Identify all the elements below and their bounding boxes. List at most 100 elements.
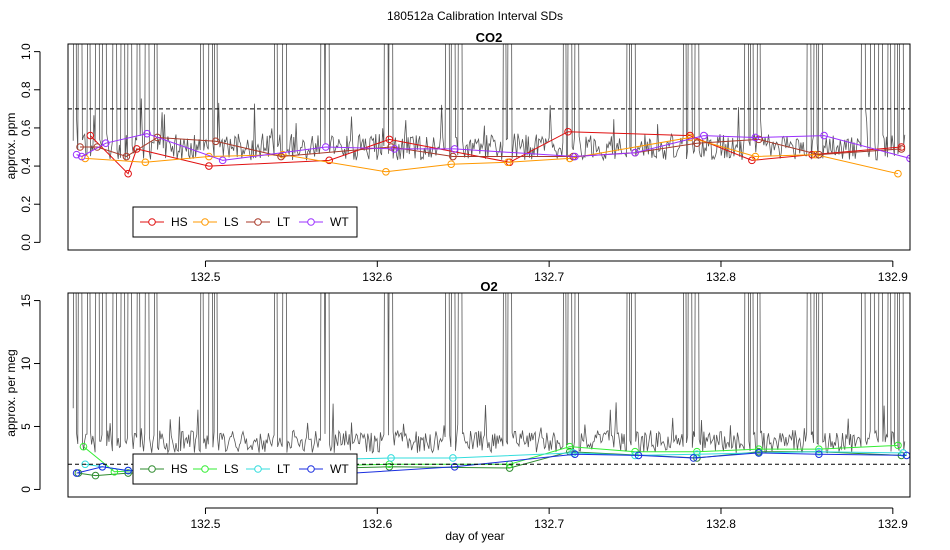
co2-series-wt-point	[321, 143, 330, 151]
o2-series-wt-point	[124, 466, 132, 475]
co2-series-wt-point	[143, 129, 151, 138]
o2-series-ls-point	[815, 445, 823, 453]
co2-series-wt-point	[699, 131, 708, 140]
co2-series-ls-point	[751, 152, 760, 161]
co2-series-lt-point	[93, 143, 102, 151]
o2-y-axis-label: approx. per meg	[4, 349, 18, 436]
co2-series-hs-point	[564, 127, 572, 136]
co2-series-wt-point	[751, 133, 760, 142]
o2-plot-frame	[67, 292, 911, 498]
co2-y-tick-label: 0.6	[19, 119, 33, 136]
o2-series-ls-point	[894, 441, 902, 450]
o2-legend-hs-label: HS	[171, 462, 188, 476]
o2-y-tick-label: 0	[19, 486, 33, 493]
o2-series-hs-point	[385, 462, 394, 471]
co2-panel-title: CO2	[476, 30, 503, 45]
co2-series-ls-point	[278, 150, 287, 159]
co2-series-lt-point	[815, 150, 823, 159]
co2-series-wt-point	[906, 154, 910, 163]
o2-series-ls-point	[79, 442, 88, 451]
co2-x-tick-label: 132.7	[534, 270, 564, 284]
o2-legend-hs-swatch-marker	[148, 465, 156, 473]
o2-y-tick-label: 10	[19, 357, 33, 371]
o2-x-tick-label: 132.8	[706, 517, 736, 531]
co2-series-wt-point	[72, 150, 81, 159]
o2-legend: HS LS LT WT	[132, 453, 358, 485]
o2-series-ls-point	[565, 442, 574, 451]
o2-x-tick-label: 132.5	[190, 517, 220, 531]
co2-legend-wt-swatch-marker	[307, 218, 315, 226]
co2-x-tick-label: 132.9	[878, 270, 908, 284]
co2-series-wt-point	[450, 145, 459, 153]
o2-series-wt-point	[450, 462, 459, 471]
o2-series-ls-point	[693, 447, 701, 456]
co2-y-tick-label: 0.2	[19, 196, 33, 213]
co2-series-lt-point	[693, 139, 701, 147]
co2-series-ls-line	[85, 136, 899, 175]
o2-x-tick-label: 132.9	[878, 517, 908, 531]
co2-series-lt-point	[153, 133, 162, 142]
co2-series-lt-point	[76, 143, 84, 151]
co2-legend-ls-label: LS	[224, 215, 239, 229]
co2-y-tick-label: 0.8	[19, 81, 33, 98]
co2-series-ls-point	[504, 158, 512, 167]
o2-legend-lt-label: LT	[277, 462, 291, 476]
o2-series-lt-point	[815, 447, 823, 456]
co2-series-wt-point	[390, 145, 399, 153]
o2-legend-wt-label: WT	[330, 462, 349, 476]
co2-legend-lt-label: LT	[277, 215, 291, 229]
co2-legend-hs-label: HS	[171, 215, 188, 229]
o2-series-wt-point	[634, 451, 643, 460]
o2-legend-box	[132, 453, 358, 485]
co2-plot-area	[72, 44, 910, 178]
o2-series-lt-point	[387, 454, 395, 462]
co2-series-wt-point	[631, 148, 639, 157]
co2-series-wt-line	[76, 133, 910, 161]
co2-series-hs-point	[897, 143, 906, 151]
o2-series-wt-point	[689, 454, 698, 462]
co2-panel: CO2 approx. ppm 0.0 0.2 0.4 0.6 0.8 1.0 132.5 1…	[4, 30, 911, 284]
o2-x-tick-label: 132.7	[534, 517, 564, 531]
o2-x-tick-label: 132.6	[362, 517, 392, 531]
co2-series-hs-point	[124, 169, 132, 178]
x-axis-label: day of year	[445, 529, 504, 543]
o2-series-wt-point	[815, 450, 823, 458]
co2-series-ls-point	[382, 167, 390, 176]
o2-series-lt-point	[81, 460, 89, 469]
co2-series-ls-point	[141, 158, 150, 167]
o2-plot-area	[72, 293, 910, 480]
co2-series-lt-point	[449, 152, 457, 161]
co2-legend-lt-swatch-marker	[254, 218, 262, 226]
co2-x-tick-label: 132.5	[190, 270, 220, 284]
o2-series-hs-point	[124, 469, 132, 477]
co2-series-lt-point	[122, 152, 131, 161]
o2-series-wt-point	[571, 450, 579, 458]
co2-series-hs-point	[86, 131, 95, 140]
o2-series-lt-point	[449, 454, 457, 462]
co2-series-wt-point	[571, 152, 579, 161]
co2-y-tick-label: 0.0	[19, 234, 33, 251]
co2-series-hs-point	[325, 156, 333, 165]
co2-series-wt-point	[218, 156, 227, 165]
co2-series-hs-line	[89, 131, 902, 175]
co2-series-ls-point	[686, 133, 694, 142]
co2-legend: HS LS LT WT	[132, 206, 358, 238]
co2-series-lt-point	[897, 145, 906, 153]
co2-series-ls-point	[447, 160, 455, 168]
co2-sd-trace	[72, 44, 906, 162]
o2-series-wt-point	[754, 449, 763, 457]
co2-series-lt-line	[80, 136, 902, 158]
co2-series-wt-point	[77, 152, 86, 161]
o2-series-wt-line	[76, 452, 907, 475]
co2-x-tick-label: 132.6	[362, 270, 392, 284]
co2-series-wt-point	[102, 139, 110, 147]
o2-y-tick-label: 15	[19, 294, 33, 308]
co2-series-hs-point	[205, 162, 213, 170]
o2-series-wt-point	[72, 469, 81, 477]
o2-y-tick-label: 5	[19, 423, 33, 430]
o2-legend-wt-swatch-marker	[307, 465, 315, 473]
co2-plot-frame	[67, 43, 911, 251]
o2-legend-lt-swatch-marker	[254, 465, 262, 473]
co2-legend-hs-swatch-marker	[148, 218, 156, 226]
